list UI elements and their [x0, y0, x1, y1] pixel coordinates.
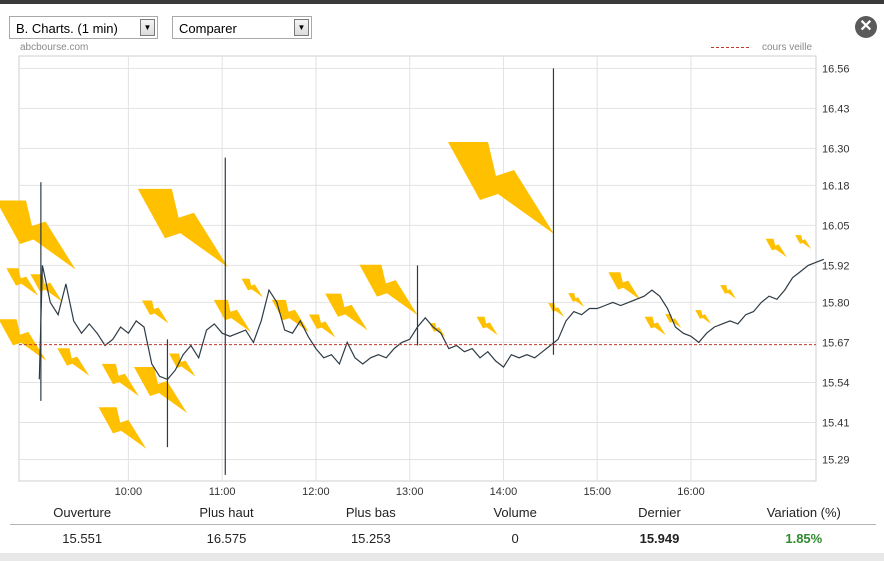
- lightning-bolt-icon: [134, 367, 187, 413]
- lightning-bolt-icon: [608, 272, 641, 300]
- compare-select[interactable]: Comparer ▼: [172, 16, 312, 39]
- stat-dernier: 15.949: [639, 531, 680, 546]
- bottom-strip: [0, 553, 884, 561]
- chart-type-select-value: B. Charts. (1 min): [16, 21, 118, 36]
- lightning-bolt-icon: [30, 274, 63, 302]
- price-chart: 10:00 11:00 12:00 13:00 14:00 15:00 16:00 15.29…: [0, 55, 850, 498]
- lightning-bolt-icon: [0, 200, 76, 270]
- x-tick-label: 16:00: [677, 486, 705, 498]
- lightning-bolt-icon: [359, 264, 418, 316]
- price-spikes: [40, 68, 555, 475]
- chart-annotations: [0, 142, 812, 449]
- price-series: [38, 258, 825, 381]
- stat-plus-haut: 16.575: [206, 531, 247, 546]
- lightning-bolt-icon: [309, 314, 336, 338]
- lightning-bolt-icon: [548, 303, 565, 317]
- chevron-down-icon[interactable]: ▼: [294, 19, 309, 36]
- x-tick-label: 12:00: [302, 486, 330, 498]
- stats-table: Ouverture Plus haut Plus bas Volume Dern…: [10, 502, 876, 551]
- stats-header: Volume: [493, 505, 537, 520]
- y-tick-label: 16.43: [822, 103, 850, 115]
- stat-ouverture: 15.551: [62, 531, 103, 546]
- reference-line-swatch: [711, 47, 749, 48]
- window-top-border: [0, 0, 884, 4]
- lightning-bolt-icon: [98, 407, 147, 449]
- stats-header-row: Ouverture Plus haut Plus bas Volume Dern…: [10, 502, 876, 525]
- lightning-bolt-icon: [271, 299, 309, 333]
- chevron-down-icon[interactable]: ▼: [140, 19, 155, 36]
- chart-axes: 10:00 11:00 12:00 13:00 14:00 15:00 16:00 15.29…: [115, 63, 850, 498]
- x-tick-label: 15:00: [583, 486, 611, 498]
- y-tick-label: 15.67: [822, 337, 850, 349]
- stats-header: Ouverture: [53, 505, 112, 520]
- y-tick-label: 16.56: [822, 63, 850, 75]
- x-tick-label: 13:00: [396, 486, 424, 498]
- lightning-bolt-icon: [795, 235, 812, 249]
- y-tick-label: 16.30: [822, 143, 850, 155]
- chart-type-select[interactable]: B. Charts. (1 min) ▼: [9, 16, 158, 39]
- y-tick-label: 15.54: [822, 377, 850, 389]
- lightning-bolt-icon: [169, 353, 196, 377]
- y-tick-label: 15.41: [822, 417, 850, 429]
- lightning-bolt-icon: [57, 348, 90, 376]
- stats-header: Plus bas: [345, 505, 396, 520]
- price-line: [38, 258, 825, 381]
- stats-value-row: 15.551 16.575 15.253 0 15.949 1.85%: [10, 525, 876, 551]
- lightning-bolt-icon: [325, 293, 368, 331]
- y-tick-label: 16.18: [822, 180, 850, 192]
- lightning-bolt-icon: [476, 316, 498, 336]
- x-tick-label: 10:00: [115, 486, 143, 498]
- chart-legend: cours veille: [711, 42, 812, 53]
- source-label: abcbourse.com: [20, 42, 89, 53]
- lightning-bolt-icon: [568, 293, 585, 307]
- x-tick-label: 14:00: [490, 486, 518, 498]
- stats-header: Variation (%): [766, 505, 841, 520]
- lightning-bolt-icon: [142, 300, 169, 324]
- y-tick-label: 15.29: [822, 454, 850, 466]
- y-tick-label: 15.92: [822, 260, 850, 272]
- lightning-bolt-icon: [0, 319, 47, 361]
- lightning-bolt-icon: [448, 142, 554, 234]
- plot-area: [18, 55, 817, 482]
- reference-line-label: cours veille: [762, 42, 813, 53]
- stats-header: Dernier: [638, 505, 681, 520]
- x-tick-label: 11:00: [209, 486, 236, 498]
- lightning-bolt-icon: [213, 299, 251, 333]
- lightning-bolt-icon: [137, 188, 228, 268]
- lightning-bolt-icon: [644, 316, 666, 336]
- y-tick-label: 15.80: [822, 297, 850, 309]
- lightning-bolt-icon: [765, 238, 787, 258]
- lightning-bolt-icon: [6, 268, 39, 296]
- lightning-bolt-icon: [241, 278, 263, 298]
- close-icon[interactable]: ✕: [855, 16, 877, 38]
- stats-header: Plus haut: [199, 505, 254, 520]
- stat-plus-bas: 15.253: [350, 531, 391, 546]
- stat-variation: 1.85%: [785, 531, 823, 546]
- stat-volume: 0: [511, 531, 519, 546]
- lightning-bolt-icon: [101, 363, 139, 397]
- lightning-bolt-icon: [720, 285, 737, 299]
- y-tick-label: 16.05: [822, 220, 850, 232]
- lightning-bolt-icon: [695, 310, 712, 324]
- compare-select-value: Comparer: [179, 21, 237, 36]
